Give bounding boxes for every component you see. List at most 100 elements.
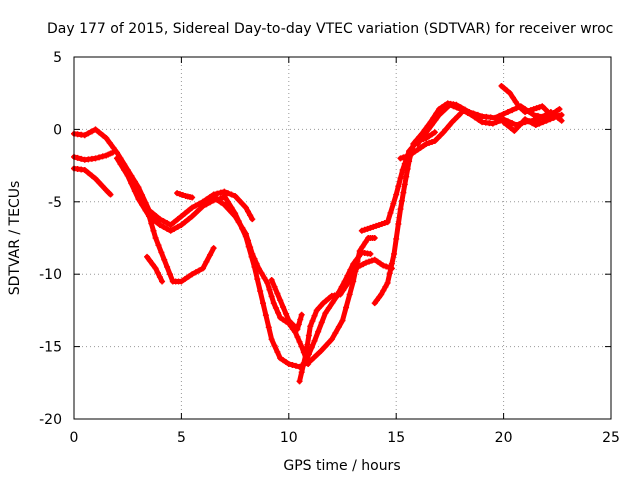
series-trace (125, 170, 217, 284)
data-point-marker (310, 354, 317, 361)
data-point-marker (518, 120, 525, 127)
data-point-marker (507, 90, 514, 97)
data-point-marker (532, 122, 539, 129)
data-point-marker (135, 188, 142, 195)
data-point-marker (268, 293, 275, 300)
data-point-marker (152, 265, 159, 272)
data-point-marker (401, 181, 408, 188)
data-point-marker (268, 276, 275, 283)
data-point-marker (235, 218, 242, 225)
data-point-marker (397, 155, 404, 162)
data-point-marker (92, 126, 99, 133)
data-point-marker (536, 104, 543, 111)
data-point-marker (457, 110, 464, 117)
data-point-marker (199, 265, 206, 272)
data-point-marker (260, 300, 267, 307)
data-point-marker (335, 289, 342, 296)
data-point-marker (529, 120, 536, 127)
data-point-marker (164, 225, 171, 232)
data-point-marker (185, 207, 192, 214)
data-point-marker (178, 213, 185, 220)
data-point-marker (307, 323, 314, 330)
data-point-marker (347, 266, 354, 273)
data-point-marker (264, 279, 271, 286)
series-track-c (71, 165, 114, 198)
y-tick-label: 0 (53, 122, 62, 138)
data-point-marker (367, 224, 374, 231)
series-track-q (397, 110, 464, 162)
data-point-marker (292, 362, 299, 369)
data-point-marker (554, 113, 561, 120)
data-point-marker (451, 116, 458, 123)
data-point-marker (358, 227, 365, 234)
data-point-marker (171, 225, 178, 232)
data-point-marker (414, 140, 421, 147)
data-point-marker (406, 158, 413, 165)
data-point-marker (282, 310, 289, 317)
data-point-marker (322, 310, 329, 317)
data-point-marker (536, 120, 543, 127)
series-track-r (500, 113, 561, 134)
data-point-marker (268, 336, 275, 343)
data-point-marker (364, 225, 371, 232)
data-point-marker (550, 114, 557, 121)
data-point-marker (298, 311, 305, 318)
data-point-marker (221, 193, 228, 200)
data-point-marker (232, 210, 239, 217)
data-point-marker (164, 263, 171, 270)
data-point-marker (333, 294, 340, 301)
data-point-marker (443, 125, 450, 132)
data-point-marker (181, 210, 188, 217)
data-point-marker (418, 136, 425, 143)
data-point-marker (425, 126, 432, 133)
data-point-marker (421, 131, 428, 138)
data-point-marker (139, 196, 146, 203)
series-trace (372, 100, 565, 306)
data-point-marker (431, 129, 438, 136)
data-point-marker (297, 316, 304, 323)
data-point-marker (232, 193, 239, 200)
data-point-marker (429, 138, 435, 145)
series-track-l (302, 249, 374, 365)
data-point-marker (362, 239, 369, 246)
data-point-marker (365, 258, 372, 265)
data-point-marker (496, 112, 503, 119)
data-point-marker (280, 304, 287, 311)
data-point-marker (393, 191, 400, 198)
data-point-marker (298, 369, 305, 376)
data-point-marker (266, 286, 273, 293)
data-point-marker (359, 243, 366, 250)
data-point-marker (525, 118, 532, 125)
data-point-marker (257, 288, 264, 295)
data-point-marker (166, 271, 173, 278)
data-point-marker (294, 333, 301, 340)
data-point-marker (189, 271, 196, 278)
data-point-marker (370, 223, 377, 230)
data-point-marker (314, 351, 321, 358)
data-point-marker (217, 199, 224, 206)
data-point-marker (325, 340, 332, 347)
data-point-marker (107, 191, 114, 198)
data-point-marker (404, 165, 411, 172)
data-point-marker (391, 250, 398, 257)
data-point-marker (158, 249, 165, 256)
data-point-marker (92, 155, 99, 162)
data-point-marker (302, 358, 309, 365)
data-point-marker (275, 309, 282, 316)
data-point-marker (341, 278, 348, 285)
data-point-marker (386, 270, 393, 277)
data-point-marker (121, 166, 128, 173)
data-point-marker (343, 304, 350, 311)
y-tick-label: 5 (53, 50, 62, 66)
data-point-marker (203, 201, 210, 208)
data-point-marker (335, 323, 342, 330)
y-tick-label: -20 (39, 412, 62, 428)
y-tick-label: -10 (39, 267, 62, 283)
data-point-marker (265, 324, 272, 331)
data-point-marker (192, 209, 199, 216)
data-point-marker (210, 245, 217, 252)
data-point-marker (224, 190, 231, 197)
data-point-marker (443, 105, 450, 112)
data-point-marker (277, 297, 284, 304)
data-point-marker (164, 220, 171, 227)
